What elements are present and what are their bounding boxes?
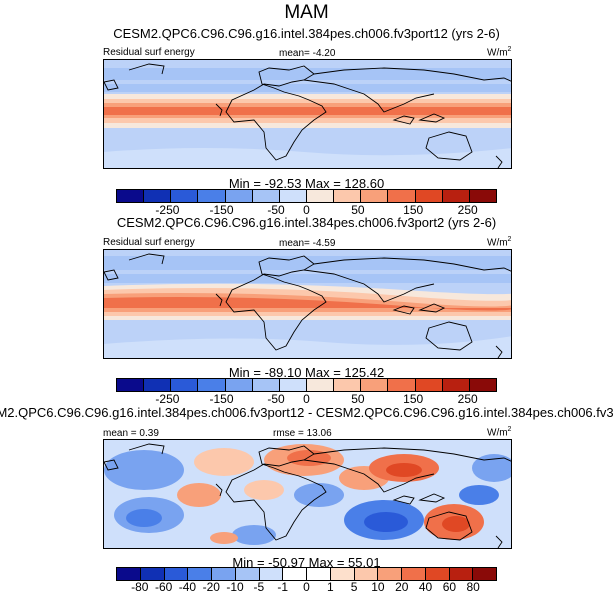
panel2-units: W/m2	[487, 236, 512, 249]
panel2-colorbar	[116, 378, 497, 392]
colorbar-swatch	[361, 190, 389, 202]
colorbar-swatch	[330, 568, 355, 580]
colorbar-tick-label: 250	[457, 392, 478, 406]
panel2-min-max: Min = -89.10 Max = 125.42	[228, 365, 385, 380]
colorbar-tick-label: -250	[155, 392, 180, 406]
colorbar-swatch	[117, 379, 145, 391]
colorbar-swatch	[259, 568, 284, 580]
panel1-field-label: Residual surf energy	[103, 47, 195, 58]
panel1-min-max: Min = -92.53 Max = 128.60	[228, 176, 385, 191]
colorbar-swatch	[225, 379, 253, 391]
panel1-title: CESM2.QPC6.C96.C96.g16.intel.384pes.ch00…	[113, 26, 500, 41]
colorbar-swatch	[354, 568, 379, 580]
colorbar-swatch	[361, 379, 389, 391]
panel1-colorbar-labels: -250 -150 -50 0 50 150 250	[116, 203, 497, 217]
colorbar-swatch	[279, 190, 307, 202]
colorbar-swatch	[144, 379, 172, 391]
panel3-title: CESM2.QPC6.C96.C96.g16.intel.384pes.ch00…	[0, 405, 613, 420]
colorbar-tick-label: 5	[350, 580, 358, 594]
panel1-units: W/m2	[487, 46, 512, 59]
colorbar-tick-label: 50	[351, 392, 365, 406]
colorbar-tick-label: 50	[351, 203, 365, 217]
colorbar-tick-label: -40	[178, 580, 197, 594]
colorbar-swatch	[198, 379, 226, 391]
colorbar-swatch	[442, 190, 470, 202]
colorbar-swatch	[378, 568, 402, 580]
colorbar-swatch	[225, 190, 253, 202]
colorbar-swatch	[334, 379, 362, 391]
colorbar-tick-label: 150	[403, 392, 424, 406]
colorbar-tick-label: -50	[267, 392, 285, 406]
colorbar-swatch	[473, 568, 496, 580]
panel1-map	[103, 59, 512, 169]
colorbar-swatch	[449, 568, 474, 580]
colorbar-swatch	[198, 190, 226, 202]
colorbar-swatch	[235, 568, 260, 580]
panel1-colorbar	[116, 189, 497, 203]
colorbar-tick-label: -150	[209, 203, 234, 217]
colorbar-tick-label: 0	[303, 392, 310, 406]
colorbar-swatch	[144, 190, 172, 202]
panel2-field-label: Residual surf energy	[103, 237, 195, 248]
colorbar-swatch	[425, 568, 450, 580]
panel2-mean-label: mean= -4.59	[279, 238, 336, 249]
colorbar-swatch	[252, 190, 280, 202]
colorbar-tick-label: 0	[303, 580, 310, 594]
colorbar-swatch	[279, 379, 307, 391]
colorbar-swatch	[212, 568, 236, 580]
colorbar-tick-label: 60	[442, 580, 457, 594]
colorbar-tick-label: 150	[403, 203, 424, 217]
colorbar-tick-label: 250	[457, 203, 478, 217]
colorbar-tick-label: -1	[277, 580, 289, 594]
colorbar-tick-label: -60	[154, 580, 173, 594]
colorbar-tick-label: -150	[209, 392, 234, 406]
colorbar-swatch	[171, 190, 199, 202]
colorbar-tick-label: 0	[303, 203, 310, 217]
colorbar-tick-label: -50	[267, 203, 285, 217]
colorbar-swatch	[164, 568, 189, 580]
panel3-rmse-label: rmse = 13.06	[273, 428, 332, 439]
panel3-title-clip: CESM2.QPC6.C96.C96.g16.intel.384pes.ch00…	[0, 403, 613, 423]
colorbar-swatch	[306, 379, 335, 391]
colorbar-swatch	[171, 379, 199, 391]
panel3-mean-label: mean = 0.39	[103, 428, 159, 439]
colorbar-swatch	[442, 379, 470, 391]
colorbar-swatch	[388, 379, 416, 391]
season-title: MAM	[284, 2, 329, 23]
colorbar-tick-label: -250	[155, 203, 180, 217]
colorbar-swatch	[283, 568, 307, 580]
colorbar-tick-label: -5	[253, 580, 265, 594]
panel3-colorbar	[116, 567, 497, 581]
colorbar-swatch	[469, 190, 496, 202]
colorbar-swatch	[388, 190, 416, 202]
colorbar-swatch	[469, 379, 496, 391]
colorbar-tick-label: 40	[418, 580, 433, 594]
colorbar-tick-label: 80	[466, 580, 480, 594]
panel2-map	[103, 249, 512, 359]
panel3-colorbar-labels: -80 -60 -40 -20 -10 -5 -1 0 1 5 10 20 40…	[116, 580, 497, 594]
colorbar-swatch	[334, 190, 362, 202]
panel3-min-max: Min = -50.97 Max = 55.01	[232, 555, 381, 570]
panel2-title: CESM2.QPC6.C96.C96.g16.intel.384pes.ch00…	[116, 215, 497, 230]
colorbar-tick-label: 10	[371, 580, 385, 594]
colorbar-swatch	[117, 568, 141, 580]
colorbar-tick-label: 20	[395, 580, 409, 594]
panel3-units: W/m2	[487, 426, 512, 439]
colorbar-swatch	[140, 568, 165, 580]
colorbar-tick-label: 1	[326, 580, 334, 594]
colorbar-swatch	[415, 190, 443, 202]
colorbar-tick-label: -20	[202, 580, 220, 594]
colorbar-swatch	[117, 190, 145, 202]
panel2-colorbar-labels: -250 -150 -50 0 50 150 250	[116, 392, 497, 406]
colorbar-swatch	[252, 379, 280, 391]
colorbar-swatch	[188, 568, 212, 580]
colorbar-swatch	[402, 568, 426, 580]
colorbar-swatch	[307, 568, 331, 580]
colorbar-tick-label: -10	[226, 580, 244, 594]
colorbar-tick-label: -80	[131, 580, 149, 594]
colorbar-swatch	[415, 379, 443, 391]
colorbar-swatch	[306, 190, 335, 202]
panel3-map	[103, 439, 512, 549]
panel1-mean-label: mean= -4.20	[279, 48, 336, 59]
